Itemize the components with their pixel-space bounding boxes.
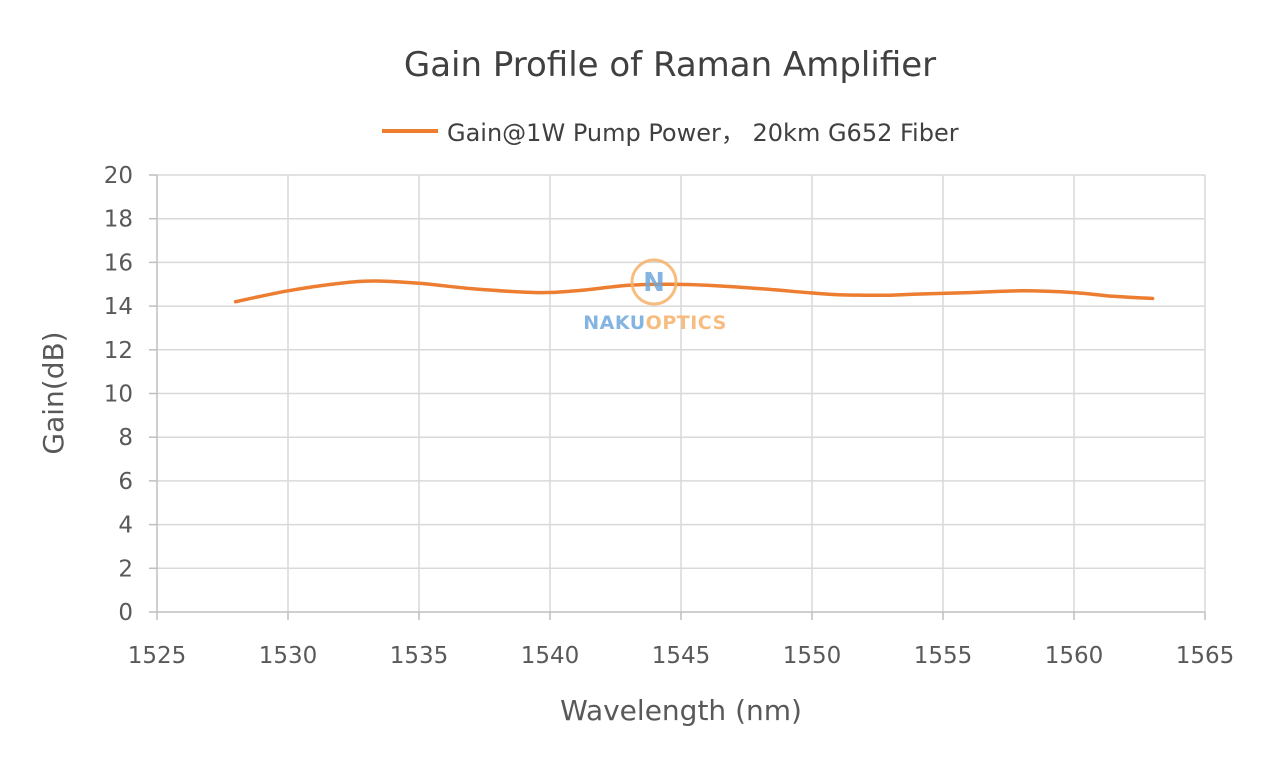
legend-label: Gain@1W Pump Power， 20km G652 Fiber: [447, 119, 959, 147]
y-tick-label: 16: [104, 250, 133, 276]
x-tick-label: 1550: [783, 643, 842, 669]
y-tick-labels: 0 2 4 6 8 10 12 14 16 18 20: [104, 163, 133, 626]
x-axis-label: Wavelength (nm): [560, 694, 802, 727]
x-tick-label: 1555: [914, 643, 973, 669]
y-tick-label: 14: [104, 294, 133, 320]
x-tick-label: 1530: [259, 643, 318, 669]
x-tick-label: 1535: [390, 643, 449, 669]
watermark-logo: N NAKUOPTICS: [583, 258, 727, 334]
gridlines: [157, 174, 1206, 612]
x-tick-label: 1560: [1045, 643, 1104, 669]
watermark-letter: N: [643, 268, 665, 298]
watermark-text-part1: NAKU: [583, 312, 645, 334]
x-tick-label: 1540: [521, 643, 580, 669]
y-tick-label: 6: [118, 469, 133, 495]
y-tick-label: 20: [104, 163, 133, 189]
y-tick-label: 10: [104, 382, 133, 408]
watermark-ring: [630, 258, 678, 306]
watermark-text-part2: OPTICS: [646, 312, 727, 334]
series-group: [233, 279, 1155, 304]
x-tick-labels: 1525 1530 1535 1540 1545 1550 1555 1560 1565: [128, 643, 1235, 669]
chart-title: Gain Profile of Raman Amplifier: [404, 45, 936, 85]
y-tick-label: 18: [104, 207, 133, 233]
legend: Gain@1W Pump Power， 20km G652 Fiber: [382, 119, 959, 147]
x-tick-label: 1525: [128, 643, 187, 669]
y-tick-label: 4: [118, 513, 133, 539]
x-tick-label: 1565: [1176, 643, 1235, 669]
series-line-0: [233, 279, 1155, 304]
y-tick-label: 12: [104, 338, 133, 364]
x-tick-label: 1545: [652, 643, 711, 669]
y-tick-label: 0: [118, 600, 133, 626]
y-axis-label: Gain(dB): [37, 331, 70, 454]
watermark-text: NAKUOPTICS: [583, 312, 727, 334]
y-tick-label: 2: [118, 556, 133, 582]
axes: [149, 174, 1206, 620]
y-tick-label: 8: [118, 425, 133, 451]
